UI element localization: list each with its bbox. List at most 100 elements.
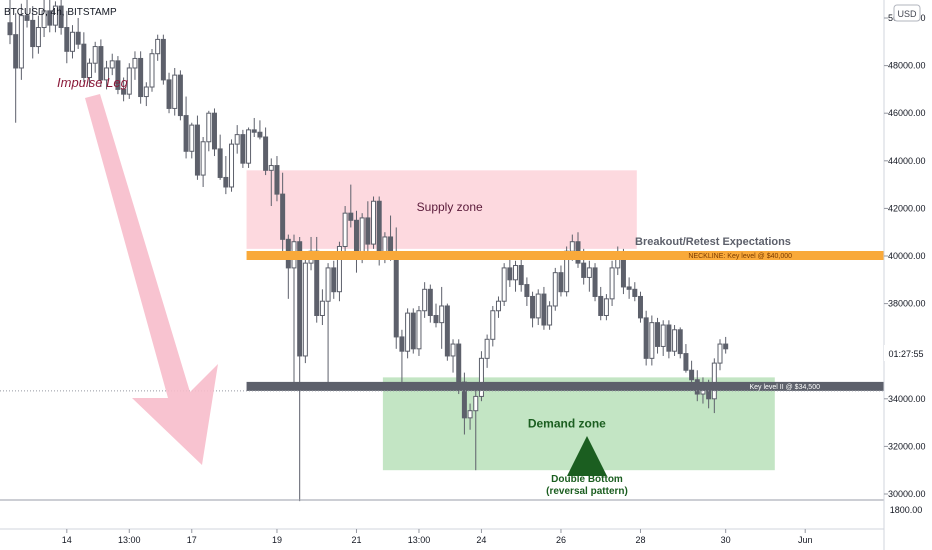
candle-up	[371, 200, 377, 245]
price-tick-label: 42000.00	[888, 203, 926, 213]
candle-up	[126, 67, 132, 95]
neckline-band[interactable]	[246, 251, 884, 260]
candle-down	[410, 312, 416, 350]
candle-down	[456, 343, 462, 383]
candle-up	[52, 5, 58, 26]
time-tick-label: 21	[351, 535, 361, 545]
time-tick-label: 30	[721, 535, 731, 545]
candle-up	[478, 357, 484, 397]
candle-down	[399, 336, 405, 352]
price-tick-label: 34000.00	[888, 394, 926, 404]
candle-up	[35, 27, 41, 48]
bar-countdown: 01:27:55	[888, 349, 923, 359]
candle-up	[325, 267, 331, 302]
candle-down	[24, 15, 30, 21]
candle-up	[172, 74, 178, 109]
candle-up	[450, 343, 456, 357]
candle-down	[138, 57, 144, 98]
candle-up	[109, 60, 115, 69]
candle-up	[552, 272, 558, 307]
candle-down	[223, 176, 229, 188]
candle-down	[530, 295, 536, 319]
candle-up	[87, 62, 93, 79]
candle-up	[92, 46, 98, 64]
candle-up	[69, 31, 75, 52]
time-tick-label: 24	[476, 535, 486, 545]
candle-up	[609, 267, 615, 300]
supply-zone	[246, 170, 637, 249]
candle-down	[393, 255, 399, 338]
candle-down	[240, 134, 246, 164]
candle-down	[7, 22, 13, 36]
candle-up	[495, 300, 501, 312]
candle-up	[467, 410, 473, 419]
candle-down	[592, 267, 598, 297]
countdown-box	[884, 345, 932, 361]
price-tick-label: 40000.00	[888, 251, 926, 261]
candle-down	[211, 112, 217, 150]
candle-down	[47, 10, 53, 26]
candle-up	[342, 212, 348, 247]
zones-layer	[246, 170, 775, 471]
candle-down	[376, 200, 382, 259]
candle-down	[75, 31, 81, 45]
candle-down	[13, 34, 19, 69]
candle-down	[626, 286, 632, 290]
candle-down	[64, 27, 70, 52]
time-axis[interactable]: 14 13:00 17 19 21 13:00 24 26 28 30 Jun	[62, 529, 813, 545]
currency-badge-label: USD	[897, 9, 917, 19]
double-bottom-label: Double Bottom	[551, 474, 623, 485]
candle-down	[81, 43, 87, 78]
candle-up	[41, 10, 47, 29]
candle-down	[598, 295, 604, 316]
candle-down	[183, 115, 189, 152]
candle-down	[433, 315, 439, 324]
currency-badge[interactable]	[893, 4, 921, 22]
candle-down	[558, 272, 564, 293]
candle-up	[189, 124, 195, 152]
candle-down	[666, 324, 672, 352]
candle-up	[660, 324, 666, 347]
key-level-2-band[interactable]	[246, 381, 884, 391]
neckline-label: NECKLINE: Key level @ $40,000	[688, 253, 792, 260]
candle-down	[194, 124, 200, 176]
candle-up	[143, 86, 149, 98]
candle-down	[541, 293, 547, 326]
candle-up	[405, 312, 411, 352]
demand-zone-label: Demand zone	[528, 416, 606, 430]
candle-down	[689, 369, 695, 381]
candle-down	[98, 46, 104, 81]
candle-down	[348, 212, 354, 221]
candle-down	[365, 217, 371, 245]
candle-up	[200, 141, 206, 176]
candle-up	[422, 288, 428, 312]
candle-down	[507, 267, 513, 281]
impulse-leg-arrow	[85, 94, 218, 465]
price-tick-label: 38000.00	[888, 299, 926, 309]
volume-axis-label: 1800.00	[890, 505, 923, 515]
levels-layer	[0, 251, 884, 392]
candle-down	[637, 295, 643, 319]
breakout-retest-label: Breakout/Retest Expectations	[635, 236, 791, 248]
candle-down	[677, 329, 683, 355]
candle-up	[149, 53, 155, 88]
candle-up	[234, 134, 240, 145]
price-tick-label: 30000.00	[888, 489, 926, 499]
candle-down	[444, 305, 450, 357]
candle-down	[632, 288, 638, 297]
candle-down	[257, 131, 263, 138]
candle-up	[717, 343, 723, 364]
candle-up	[547, 305, 553, 326]
candle-up	[473, 395, 479, 412]
time-tick-label: 19	[272, 535, 282, 545]
candle-up	[268, 165, 274, 171]
time-tick-label: 26	[556, 535, 566, 545]
impulse-leg-label: Impulse Leg	[57, 75, 129, 90]
candle-down	[581, 262, 587, 278]
time-tick-label: 14	[62, 535, 72, 545]
candle-up	[513, 265, 519, 281]
candle-down	[263, 136, 269, 171]
price-axis[interactable]: 50000.0048000.0046000.0044000.0042000.00…	[883, 0, 926, 550]
candle-up	[439, 305, 445, 324]
